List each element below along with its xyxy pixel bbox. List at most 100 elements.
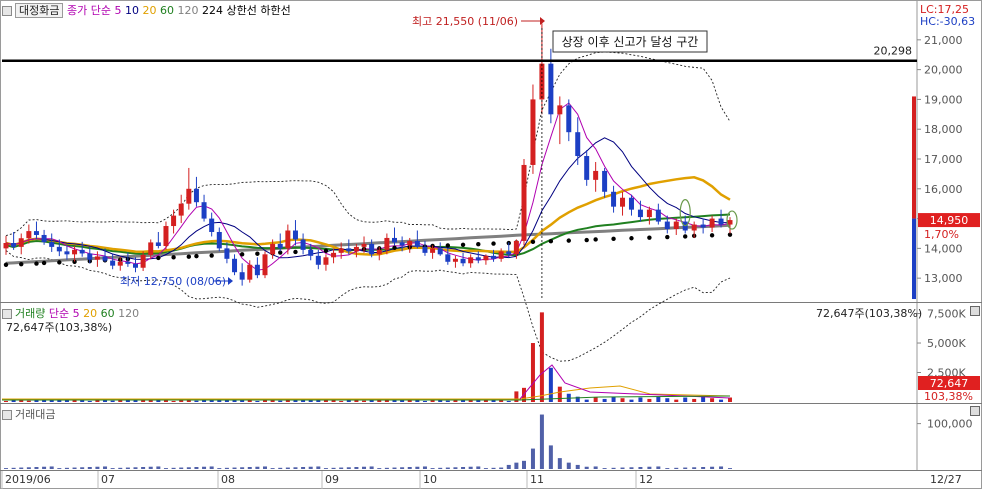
amount-bar	[331, 467, 336, 469]
amount-bar	[316, 466, 321, 469]
legend-close-sma[interactable]: 종가 단순	[66, 4, 111, 17]
volume-ma20[interactable]: 20	[83, 307, 98, 320]
volume-bar	[110, 400, 115, 402]
ma224-point	[239, 252, 245, 257]
volume-bar	[575, 396, 580, 402]
ma224-point	[392, 245, 397, 250]
ma224-point	[194, 253, 199, 259]
amount-bar	[506, 464, 511, 469]
lc-label: LC:17,25	[920, 3, 969, 16]
volume-bar	[179, 399, 184, 402]
candle-body	[498, 251, 504, 259]
volume-panel-close-button[interactable]	[970, 306, 980, 316]
candle-body	[727, 220, 733, 225]
volume-ma5[interactable]: 5	[72, 307, 80, 320]
ma224-point	[530, 239, 536, 245]
amount-bar	[80, 467, 85, 469]
candle-body	[247, 264, 253, 280]
ma224-point	[34, 261, 39, 266]
amount-title[interactable]: 거래대금	[15, 408, 56, 421]
candle-body	[94, 256, 100, 260]
amount-bar	[701, 467, 706, 469]
legend-ma10[interactable]: 10	[124, 4, 139, 17]
volume-bar	[384, 400, 389, 402]
volume-bar	[593, 397, 598, 402]
volume-ma120[interactable]: 120	[118, 307, 140, 320]
volume-bar	[186, 399, 191, 402]
volume-panel-checkbox[interactable]	[2, 309, 12, 319]
amount-bar	[674, 467, 679, 469]
x-axis-end-label: 12/27	[930, 473, 962, 486]
candle-body	[232, 258, 238, 273]
x-axis-label: 11	[530, 473, 544, 486]
volume-bar	[548, 367, 553, 402]
volume-bar	[602, 398, 607, 402]
amount-bar	[270, 468, 275, 469]
price-y-tick-label: 16,000	[924, 183, 963, 196]
candle-body	[178, 203, 184, 216]
volume-bar	[392, 399, 397, 402]
volume-bar	[4, 400, 8, 402]
ma10-line	[5, 137, 731, 260]
candle-body	[224, 248, 230, 259]
candle-body	[655, 209, 661, 222]
amount-bar	[461, 467, 466, 469]
volume-bar	[285, 399, 290, 402]
candle-body	[72, 249, 78, 255]
candle-body	[602, 170, 608, 192]
volume-ma60[interactable]: 60	[100, 307, 115, 320]
candle-body	[628, 197, 634, 210]
legend-ma224[interactable]: 224	[201, 4, 223, 17]
amount-bar	[202, 466, 207, 469]
candle-body	[620, 197, 626, 207]
volume-ma-label[interactable]: 단순	[48, 307, 70, 320]
candle-body	[422, 246, 428, 253]
volume-bar	[674, 399, 679, 402]
volume-title[interactable]: 거래량	[15, 307, 46, 320]
candle-body	[460, 258, 466, 264]
amount-bar	[354, 467, 359, 469]
volume-bar	[701, 396, 706, 402]
candle-body	[673, 221, 679, 230]
candle-body	[483, 255, 489, 261]
volume-bar	[323, 400, 328, 402]
amount-bar	[179, 467, 184, 469]
volume-bar	[445, 400, 450, 402]
upper-band-line	[5, 51, 731, 237]
amount-bar	[163, 468, 168, 469]
high-annotation-text: 최고 21,550 (11/06)	[412, 15, 518, 28]
amount-bar	[103, 466, 108, 469]
amount-bar	[638, 467, 643, 469]
ma224-point	[709, 233, 715, 238]
amount-panel-close-button[interactable]	[970, 406, 980, 416]
amount-bar	[57, 468, 62, 469]
legend-ma120[interactable]: 120	[177, 4, 199, 17]
amount-bar	[377, 468, 382, 469]
candle-body	[171, 215, 177, 227]
price-panel-checkbox[interactable]	[2, 6, 12, 16]
ma224-point	[629, 236, 634, 241]
candle-body	[270, 243, 276, 255]
volume-bar	[270, 399, 275, 402]
ma224-point	[3, 262, 9, 267]
legend-lower-band[interactable]: 하한선	[260, 4, 291, 17]
x-axis-label: 07	[101, 473, 115, 486]
amount-bar	[665, 468, 670, 469]
price-y-tick-label: 18,000	[924, 123, 963, 136]
amount-panel-checkbox[interactable]	[2, 410, 12, 420]
stock-name-tag[interactable]: 대정화금	[15, 3, 64, 18]
candle-body	[79, 249, 85, 254]
candle-body	[26, 231, 32, 239]
amount-bar	[308, 466, 313, 469]
amount-bar	[728, 468, 732, 469]
legend-ma60[interactable]: 60	[159, 4, 174, 17]
amount-bar	[392, 467, 397, 469]
amount-bar	[42, 466, 47, 469]
candle-body	[506, 251, 512, 255]
volume-bar	[611, 396, 616, 402]
legend-upper-band[interactable]: 상한선	[226, 4, 257, 17]
legend-ma20[interactable]: 20	[142, 4, 157, 17]
legend-ma5[interactable]: 5	[114, 4, 122, 17]
amount-bar	[285, 467, 290, 469]
amount-bar	[575, 464, 580, 469]
